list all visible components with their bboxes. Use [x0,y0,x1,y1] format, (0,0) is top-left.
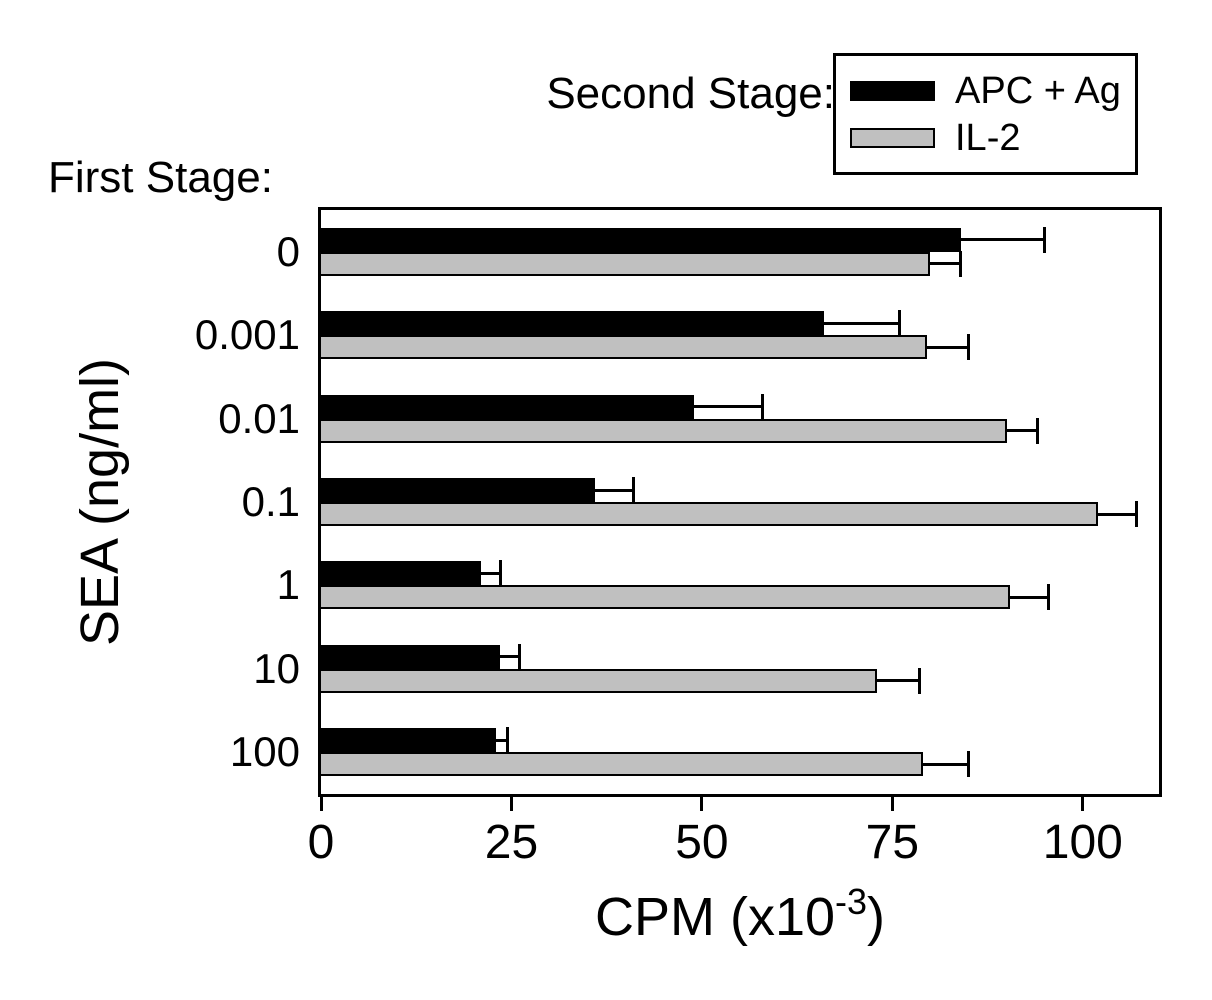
legend-label-apc-ag: APC + Ag [955,69,1121,112]
bar-apc+ag-0.001 [321,311,824,336]
y-category-label-1: 1 [276,561,300,609]
x-tick-label-0: 0 [307,816,335,869]
x-tick-label-100: 100 [1042,816,1123,869]
error-bar-cap [1043,226,1047,253]
legend-box: APC + Ag IL-2 [833,53,1138,175]
x-tick-mark-75 [890,797,894,811]
bar-il-2-0.001 [321,335,927,360]
bar-apc+ag-100 [321,728,497,753]
error-bar [926,345,969,349]
error-bar-cap [1047,584,1051,611]
error-bar [823,321,900,325]
error-bar [480,571,500,575]
bar-apc+ag-10 [321,644,501,669]
y-category-label-10: 10 [253,644,300,692]
plot-area [318,207,1162,797]
error-bar-cap [967,334,971,361]
x-axis-title: CPM (x10-3) [318,884,1162,947]
x-tick-label-75: 75 [865,816,920,869]
error-bar [877,679,920,683]
legend-entry-il2: IL-2 [850,119,1135,157]
error-bar-cap [959,250,963,277]
x-axis-title-prefix: CPM (x10 [594,887,836,947]
x-axis: 0 25 50 75 100 [308,797,1159,887]
error-bar-cap [1035,417,1039,444]
bar-apc+ag-1 [321,561,481,586]
x-axis-title-exponent: -3 [835,881,868,922]
error-bar-cap [498,560,502,587]
x-tick-mark-50 [700,797,704,811]
bar-il-2-10 [321,668,878,693]
error-bar-cap [1134,501,1138,527]
legend-title: Second Stage: [546,69,835,118]
error-bar [922,762,969,766]
error-bar [960,238,1045,242]
x-tick-mark-25 [509,797,513,811]
bar-il-2-0.01 [321,418,1007,443]
x-tick-label-25: 25 [484,816,539,869]
error-bar [595,488,634,492]
error-bar-cap [517,643,521,670]
bar-il-2-1 [321,585,1011,610]
error-bar [1010,595,1049,599]
x-tick-mark-100 [1081,797,1085,811]
y-category-label-0: 0 [276,227,300,275]
error-bar-cap [506,727,510,754]
error-bar [694,405,763,409]
error-bar-cap [761,393,765,420]
error-bar [1006,429,1038,433]
y-category-label-0.01: 0.01 [218,394,300,442]
x-tick-label-50: 50 [675,816,729,869]
bar-apc+ag-0.01 [321,394,695,419]
y-category-label-0.1: 0.1 [241,478,300,525]
legend-swatch-il2 [850,127,935,148]
error-bar-cap [967,751,971,778]
error-bar [930,262,961,266]
x-tick-mark-0 [319,797,323,811]
error-bar-cap [631,477,635,503]
legend-entry-apc-ag: APC + Ag [850,72,1135,110]
bar-il-2-100 [321,752,923,777]
y-category-label-100: 100 [229,728,300,776]
bar-apc+ag-0 [321,227,961,252]
error-bar-cap [917,667,921,694]
first-stage-annotation: First Stage: [48,153,273,202]
y-category-label-0.001: 0.001 [194,311,300,359]
bar-il-2-0.1 [321,502,1099,526]
error-bar [496,738,508,742]
error-bar [1098,512,1137,516]
legend-swatch-apc-ag [850,80,935,101]
y-axis-title: SEA (ng/ml) [70,357,130,647]
legend-label-il2: IL-2 [955,116,1021,159]
x-axis-title-suffix: ) [867,887,886,947]
error-bar [500,655,520,659]
bar-apc+ag-0.1 [321,478,596,502]
error-bar-cap [898,310,902,337]
bar-il-2-0 [321,251,931,276]
